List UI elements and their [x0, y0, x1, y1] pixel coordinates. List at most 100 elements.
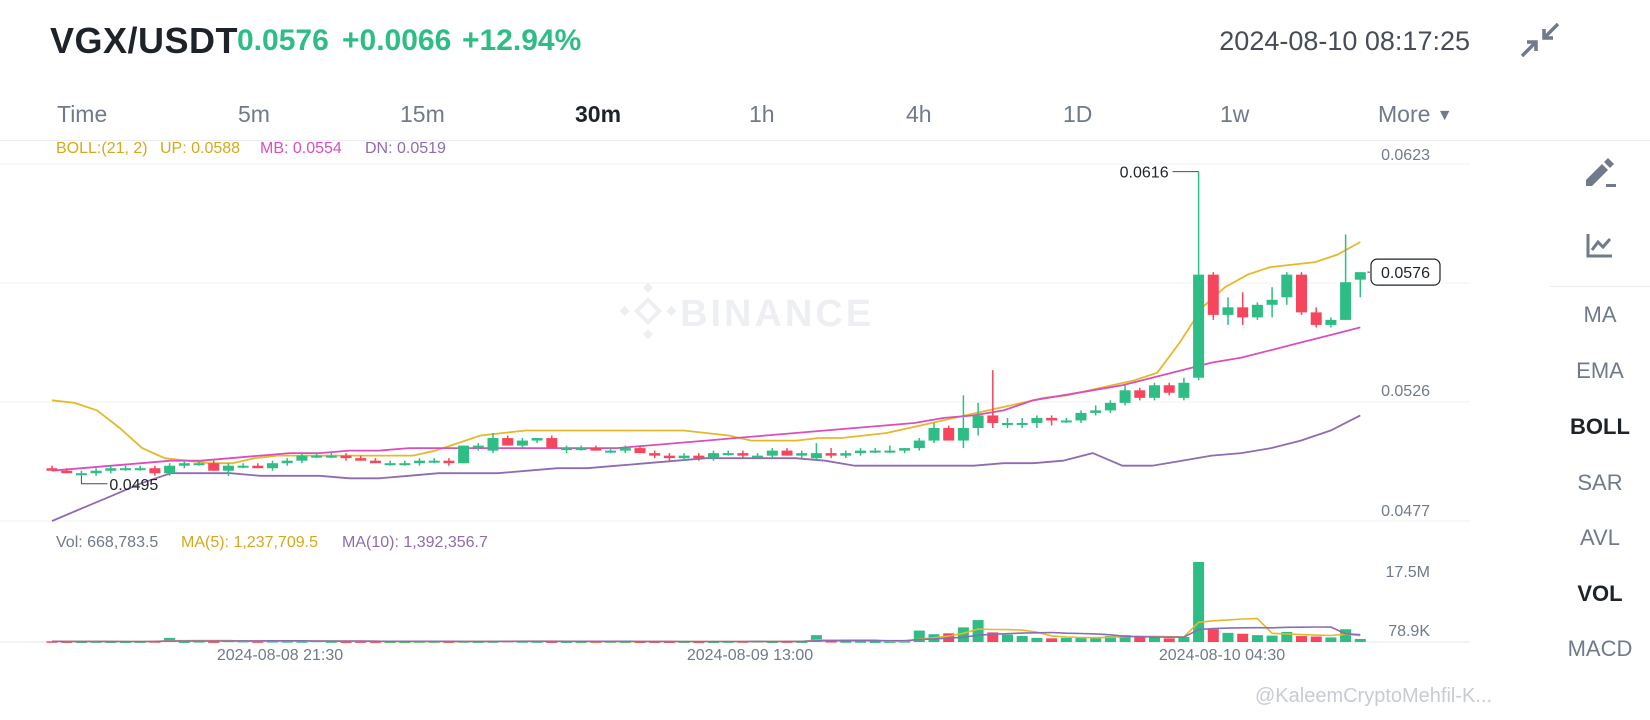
boll-dn-line — [51, 414, 1361, 522]
candle-body — [840, 453, 852, 456]
candle-body — [796, 453, 808, 456]
candle-body — [708, 453, 719, 459]
candle-body — [722, 453, 734, 456]
indicator-macd[interactable]: MACD — [1567, 636, 1633, 661]
binance-logo-icon — [619, 282, 677, 340]
tab-4h[interactable]: 4h — [906, 101, 932, 127]
binance-watermark-text: BINANCE — [680, 293, 874, 335]
candle-body — [1134, 390, 1146, 398]
candle-body — [281, 460, 293, 464]
tab-5m[interactable]: 5m — [238, 101, 270, 127]
candle-body — [899, 448, 911, 451]
volume-bar — [1031, 637, 1043, 642]
candle-body — [120, 468, 131, 471]
volume-bar — [796, 641, 808, 643]
candle-body — [46, 468, 58, 471]
volume-bar — [1354, 638, 1366, 642]
price-chart[interactable]: BINANCE BOLL:(21, 2) UP: 0.0588 MB: 0.05… — [0, 140, 1470, 720]
candle-body — [634, 448, 646, 454]
candle-body — [855, 450, 866, 454]
volume-bar — [619, 641, 631, 643]
tab-1w[interactable]: 1w — [1220, 101, 1250, 127]
candle-body — [663, 455, 675, 459]
user-watermark: @KaleemCryptoMehfil-K... — [1255, 685, 1493, 707]
indicator-avl[interactable]: AVL — [1580, 525, 1620, 550]
time-axis-label: 2024-08-10 04:30 — [1159, 647, 1285, 664]
candle-body — [502, 438, 514, 446]
candle-body — [1266, 299, 1278, 305]
candle-body — [237, 465, 249, 468]
indicator-sidebar: MA EMA BOLL SAR AVL VOL MACD — [1550, 140, 1650, 720]
candle-body — [1104, 402, 1116, 411]
candle-body — [1340, 282, 1352, 320]
volume-bar — [1310, 636, 1322, 642]
vol-legend-vol: Vol: 668,783.5 — [56, 534, 158, 551]
trading-pair[interactable]: VGX/USDT — [50, 20, 239, 61]
tab-time[interactable]: Time — [57, 101, 108, 127]
candle-body — [340, 455, 352, 459]
candle-body — [178, 463, 190, 466]
volume-bar — [281, 641, 293, 643]
candle-body — [810, 453, 822, 459]
indicator-vol[interactable]: VOL — [1577, 581, 1623, 606]
volume-bar — [987, 632, 999, 642]
binance-watermark: BINANCE — [619, 282, 874, 340]
indicator-boll[interactable]: BOLL — [1570, 414, 1630, 439]
candle-body — [90, 470, 102, 474]
tab-more[interactable]: More ▼ — [1378, 101, 1453, 128]
volume-bar — [355, 641, 367, 643]
current-price-label: 0.0576 — [1381, 265, 1430, 282]
tab-1d[interactable]: 1D — [1063, 101, 1093, 127]
volume-bar — [1325, 637, 1337, 642]
tab-1h[interactable]: 1h — [749, 101, 775, 127]
boll-legend-dn: DN: 0.0519 — [365, 140, 446, 157]
candle-body — [825, 453, 837, 456]
candle-body — [957, 427, 969, 441]
candle-body — [884, 450, 896, 453]
tab-more-label: More — [1378, 101, 1431, 127]
indicator-ema[interactable]: EMA — [1576, 358, 1624, 383]
candle-body — [134, 468, 146, 471]
volume-bar — [1046, 638, 1058, 642]
candle-body — [913, 440, 925, 449]
pencil-draw-icon[interactable] — [1582, 154, 1618, 190]
candle-body — [1237, 307, 1249, 318]
candle-body — [1178, 382, 1190, 398]
candle-body — [928, 427, 940, 441]
chart-grid — [0, 163, 1470, 643]
candle-body — [752, 455, 764, 458]
candle-body — [619, 448, 631, 451]
plot-layer: 0.0616 0.0495 0.0576 — [46, 165, 1441, 644]
volume-bar — [369, 641, 381, 643]
indicator-sar[interactable]: SAR — [1577, 470, 1623, 495]
volume-bar — [1340, 629, 1352, 642]
indicator-ma[interactable]: MA — [1583, 302, 1617, 327]
candle-body — [531, 438, 543, 441]
volume-bar — [61, 641, 73, 643]
collapse-arrows-icon[interactable] — [1520, 20, 1560, 60]
last-price: 0.0576 — [237, 24, 329, 57]
caret-down-icon: ▼ — [1436, 107, 1453, 124]
volume-bar — [1178, 636, 1190, 642]
tab-30m[interactable]: 30m — [575, 101, 622, 127]
candle-body — [1075, 412, 1087, 421]
volume-ma5-line — [51, 617, 1361, 643]
candle-body — [546, 438, 558, 449]
boll-up-line — [51, 241, 1361, 465]
tab-15m[interactable]: 15m — [400, 101, 445, 127]
candle-body — [61, 470, 73, 474]
candle-body — [1354, 272, 1366, 280]
volume-bar — [443, 641, 455, 643]
volume-bar — [325, 641, 337, 643]
timeframe-tabs: Time 5m 15m 30m 1h 4h 1D 1w More ▼ — [0, 95, 1650, 141]
candle-body — [1163, 385, 1175, 393]
candle-body — [1281, 274, 1293, 298]
low-price-label: 0.0495 — [109, 477, 158, 494]
volume-bar — [561, 641, 572, 643]
volume-bar — [855, 641, 866, 643]
candle-body — [208, 463, 220, 471]
chart-indicator-icon[interactable] — [1582, 228, 1618, 264]
high-price-label: 0.0616 — [1120, 165, 1169, 182]
candle-body — [311, 455, 323, 458]
candle-body — [1222, 307, 1234, 315]
